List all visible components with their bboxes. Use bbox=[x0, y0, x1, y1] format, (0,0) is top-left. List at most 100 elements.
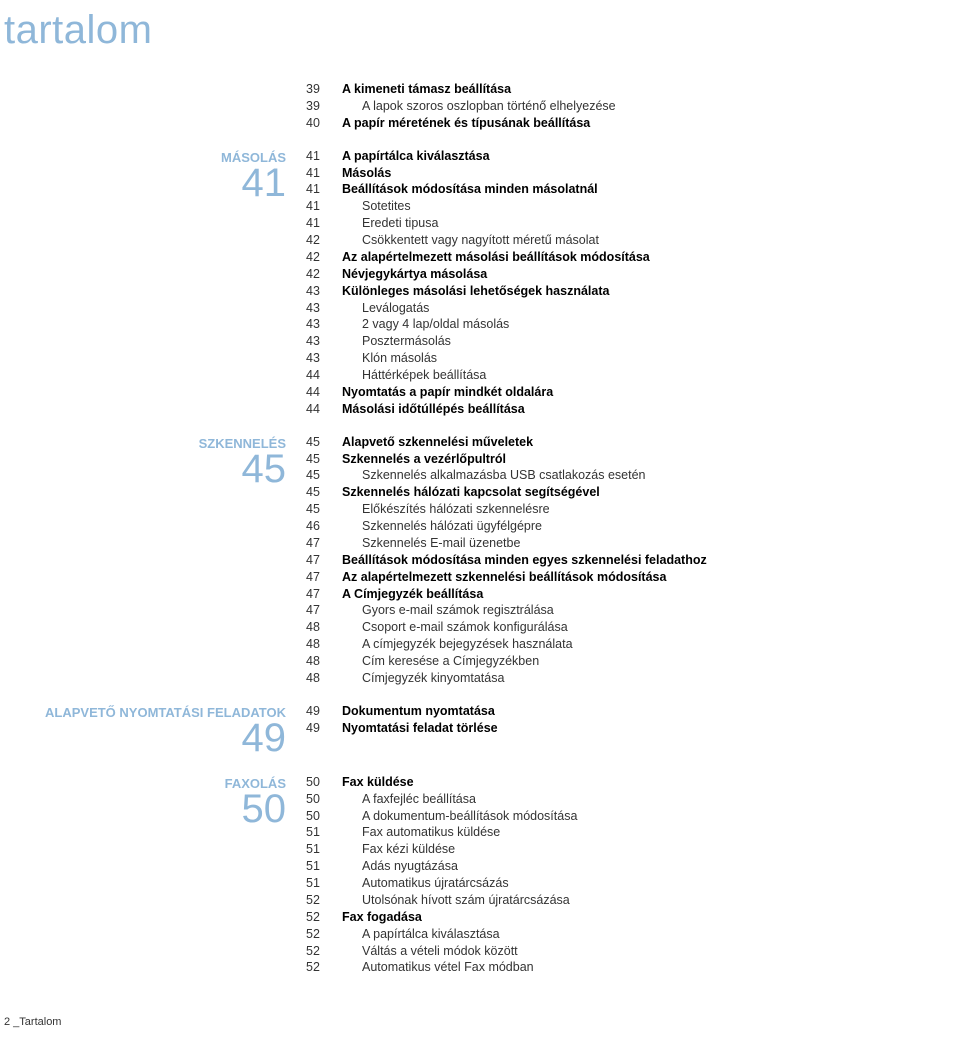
toc-line: 41Sotetites bbox=[306, 198, 940, 215]
toc-page-number: 51 bbox=[306, 824, 342, 841]
toc-item-text: Dokumentum nyomtatása bbox=[342, 703, 940, 720]
toc-page-number: 52 bbox=[306, 943, 342, 960]
toc-line: 52Váltás a vételi módok között bbox=[306, 943, 940, 960]
toc-page-number: 51 bbox=[306, 875, 342, 892]
toc-page-number: 49 bbox=[306, 720, 342, 737]
toc-line: 47Szkennelés E-mail üzenetbe bbox=[306, 535, 940, 552]
section-items: 39A kimeneti támasz beállítása39A lapok … bbox=[306, 81, 940, 132]
toc-item-text: Előkészítés hálózati szkennelésre bbox=[342, 501, 940, 518]
toc-page-number: 42 bbox=[306, 249, 342, 266]
toc-item-text: A lapok szoros oszlopban történő elhelye… bbox=[342, 98, 940, 115]
toc-item-text: Váltás a vételi módok között bbox=[342, 943, 940, 960]
toc-line: 48Csoport e-mail számok konfigurálása bbox=[306, 619, 940, 636]
section-items: 50Fax küldése50A faxfejléc beállítása50A… bbox=[306, 774, 940, 977]
toc-item-text: Az alapértelmezett másolási beállítások … bbox=[342, 249, 940, 266]
toc-page-number: 52 bbox=[306, 926, 342, 943]
section-header: ALAPVETŐ NYOMTATÁSI FELADATOK49 bbox=[0, 703, 306, 758]
toc-page-number: 52 bbox=[306, 959, 342, 976]
section-items: 49Dokumentum nyomtatása49Nyomtatási fela… bbox=[306, 703, 940, 737]
toc-line: 43Leválogatás bbox=[306, 300, 940, 317]
toc-page-number: 52 bbox=[306, 892, 342, 909]
toc-item-text: Nyomtatási feladat törlése bbox=[342, 720, 940, 737]
toc-line: 49Nyomtatási feladat törlése bbox=[306, 720, 940, 737]
toc-line: 44Nyomtatás a papír mindkét oldalára bbox=[306, 384, 940, 401]
toc-page-number: 52 bbox=[306, 909, 342, 926]
toc-line: 45Szkennelés alkalmazásba USB csatlakozá… bbox=[306, 467, 940, 484]
toc-line: 42Névjegykártya másolása bbox=[306, 266, 940, 283]
toc-item-text: Cím keresése a Címjegyzékben bbox=[342, 653, 940, 670]
toc-item-text: Eredeti tipusa bbox=[342, 215, 940, 232]
toc-page-number: 47 bbox=[306, 586, 342, 603]
toc-page-number: 47 bbox=[306, 535, 342, 552]
toc-item-text: Csökkentett vagy nagyított méretű másola… bbox=[342, 232, 940, 249]
toc-line: 47A Címjegyzék beállítása bbox=[306, 586, 940, 603]
toc-line: 432 vagy 4 lap/oldal másolás bbox=[306, 316, 940, 333]
toc-line: 41A papírtálca kiválasztása bbox=[306, 148, 940, 165]
toc-item-text: Másolás bbox=[342, 165, 940, 182]
toc-item-text: Fax küldése bbox=[342, 774, 940, 791]
toc-line: 43Különleges másolási lehetőségek haszná… bbox=[306, 283, 940, 300]
toc-line: 48A címjegyzék bejegyzések használata bbox=[306, 636, 940, 653]
toc-page-number: 50 bbox=[306, 774, 342, 791]
toc-line: 45Szkennelés hálózati kapcsolat segítség… bbox=[306, 484, 940, 501]
toc-line: 44Háttérképek beállítása bbox=[306, 367, 940, 384]
toc-item-text: A papírtálca kiválasztása bbox=[342, 148, 940, 165]
toc-page-number: 47 bbox=[306, 569, 342, 586]
section-number: 49 bbox=[0, 718, 286, 758]
toc-page-number: 45 bbox=[306, 451, 342, 468]
toc-line: 48Cím keresése a Címjegyzékben bbox=[306, 653, 940, 670]
toc-page-number: 44 bbox=[306, 384, 342, 401]
toc-item-text: Beállítások módosítása minden egyes szke… bbox=[342, 552, 940, 569]
toc-section: MÁSOLÁS4141A papírtálca kiválasztása41Má… bbox=[0, 148, 940, 418]
toc-line: 52Fax fogadása bbox=[306, 909, 940, 926]
toc-item-text: Klón másolás bbox=[342, 350, 940, 367]
toc-section: FAXOLÁS5050Fax küldése50A faxfejléc beál… bbox=[0, 774, 940, 977]
toc-item-text: Címjegyzék kinyomtatása bbox=[342, 670, 940, 687]
toc-item-text: Posztermásolás bbox=[342, 333, 940, 350]
toc-item-text: Másolási időtúllépés beállítása bbox=[342, 401, 940, 418]
toc-page-number: 43 bbox=[306, 316, 342, 333]
section-items: 45Alapvető szkennelési műveletek45Szkenn… bbox=[306, 434, 940, 687]
toc-page-number: 41 bbox=[306, 198, 342, 215]
toc-item-text: Leválogatás bbox=[342, 300, 940, 317]
toc-item-text: 2 vagy 4 lap/oldal másolás bbox=[342, 316, 940, 333]
toc-item-text: A Címjegyzék beállítása bbox=[342, 586, 940, 603]
toc-page-number: 47 bbox=[306, 552, 342, 569]
toc-item-text: A címjegyzék bejegyzések használata bbox=[342, 636, 940, 653]
toc-item-text: Szkennelés alkalmazásba USB csatlakozás … bbox=[342, 467, 940, 484]
toc-page-number: 40 bbox=[306, 115, 342, 132]
toc-item-text: Sotetites bbox=[342, 198, 940, 215]
toc-line: 45Szkennelés a vezérlőpultról bbox=[306, 451, 940, 468]
toc-line: 51Adás nyugtázása bbox=[306, 858, 940, 875]
toc-page-number: 51 bbox=[306, 841, 342, 858]
toc-item-text: Csoport e-mail számok konfigurálása bbox=[342, 619, 940, 636]
toc-page-number: 42 bbox=[306, 232, 342, 249]
toc-page-number: 51 bbox=[306, 858, 342, 875]
toc-line: 52Automatikus vétel Fax módban bbox=[306, 959, 940, 976]
section-header: MÁSOLÁS41 bbox=[0, 148, 306, 203]
toc-page-number: 48 bbox=[306, 636, 342, 653]
toc-page-number: 44 bbox=[306, 367, 342, 384]
toc-item-text: Szkennelés a vezérlőpultról bbox=[342, 451, 940, 468]
toc-page-number: 49 bbox=[306, 703, 342, 720]
toc-section: ALAPVETŐ NYOMTATÁSI FELADATOK4949Dokumen… bbox=[0, 703, 940, 758]
toc-item-text: Utolsónak hívott szám újratárcsázása bbox=[342, 892, 940, 909]
page-container: tartalom 39A kimeneti támasz beállítása3… bbox=[0, 0, 960, 1048]
toc-line: 43Posztermásolás bbox=[306, 333, 940, 350]
toc-page-number: 42 bbox=[306, 266, 342, 283]
toc-line: 42Az alapértelmezett másolási beállításo… bbox=[306, 249, 940, 266]
toc-item-text: Alapvető szkennelési műveletek bbox=[342, 434, 940, 451]
toc-line: 48Címjegyzék kinyomtatása bbox=[306, 670, 940, 687]
toc-sections: 39A kimeneti támasz beállítása39A lapok … bbox=[0, 81, 940, 976]
toc-item-text: Fax fogadása bbox=[342, 909, 940, 926]
toc-page-number: 39 bbox=[306, 98, 342, 115]
toc-item-text: A papírtálca kiválasztása bbox=[342, 926, 940, 943]
toc-page-number: 45 bbox=[306, 501, 342, 518]
toc-line: 50A faxfejléc beállítása bbox=[306, 791, 940, 808]
toc-page-number: 43 bbox=[306, 300, 342, 317]
toc-item-text: Az alapértelmezett szkennelési beállítás… bbox=[342, 569, 940, 586]
toc-page-number: 47 bbox=[306, 602, 342, 619]
toc-line: 49Dokumentum nyomtatása bbox=[306, 703, 940, 720]
toc-line: 40A papír méretének és típusának beállít… bbox=[306, 115, 940, 132]
section-items: 41A papírtálca kiválasztása41Másolás41Be… bbox=[306, 148, 940, 418]
